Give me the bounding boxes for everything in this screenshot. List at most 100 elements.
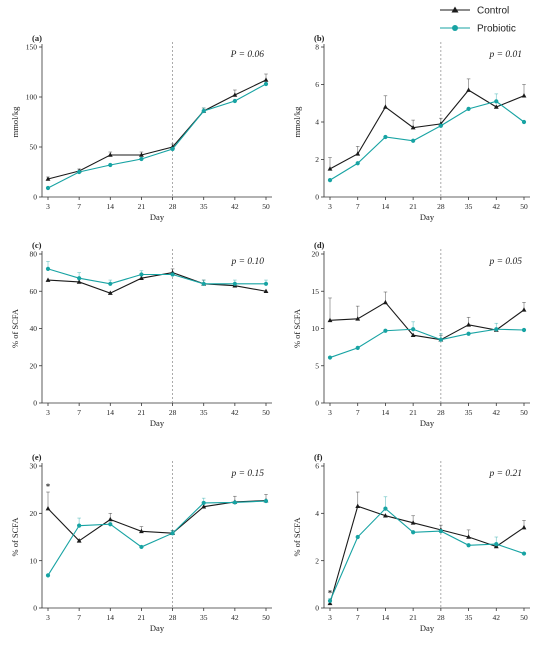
p-value-label: p = 0.15 xyxy=(230,469,264,479)
data-point-circle xyxy=(438,123,443,128)
data-point-circle xyxy=(411,530,416,535)
y-tick-label: 20 xyxy=(30,361,38,370)
data-point-circle xyxy=(355,161,360,166)
data-point-triangle xyxy=(521,524,527,530)
data-point-circle xyxy=(170,272,175,277)
x-tick-label: 21 xyxy=(409,202,417,211)
y-tick-label: 6 xyxy=(315,462,319,471)
x-tick-label: 42 xyxy=(493,408,501,417)
legend-label-control: Control xyxy=(477,6,509,17)
data-point-circle xyxy=(77,276,82,281)
x-axis-label: Day xyxy=(150,212,165,222)
x-tick-label: 14 xyxy=(107,202,115,211)
data-point-circle xyxy=(521,119,527,125)
data-point-triangle xyxy=(410,520,416,525)
x-tick-label: 50 xyxy=(262,202,270,211)
series-probiotic xyxy=(327,321,527,360)
y-tick-label: 60 xyxy=(30,287,38,296)
x-tick-label: 3 xyxy=(328,408,332,417)
data-point-circle xyxy=(494,327,499,332)
y-tick-label: 80 xyxy=(30,250,38,259)
y-tick-label: 100 xyxy=(26,93,38,102)
x-tick-label: 50 xyxy=(520,613,528,622)
series-line xyxy=(47,83,267,189)
y-tick-label: 50 xyxy=(30,143,38,152)
data-point-triangle xyxy=(355,316,361,321)
data-point-circle xyxy=(411,138,416,143)
x-tick-label: 28 xyxy=(437,408,445,417)
series-line xyxy=(47,268,266,285)
data-point-circle xyxy=(45,185,51,191)
data-point-circle xyxy=(466,543,471,548)
x-tick-label: 7 xyxy=(77,408,81,417)
series-line xyxy=(47,500,267,576)
data-point-triangle xyxy=(232,92,238,97)
x-tick-label: 7 xyxy=(356,408,360,417)
data-point-circle xyxy=(411,327,416,332)
data-point-circle xyxy=(327,598,333,604)
x-tick-label: 42 xyxy=(231,408,239,417)
data-point-circle xyxy=(108,281,113,286)
data-point-circle xyxy=(108,162,113,168)
y-tick-label: 0 xyxy=(33,399,37,408)
y-tick-label: 5 xyxy=(315,361,319,370)
panel-label: (a) xyxy=(32,33,42,43)
triangle-marker-icon xyxy=(451,6,459,13)
series-line xyxy=(47,272,267,294)
x-tick-label: 3 xyxy=(46,613,50,622)
data-point-circle xyxy=(355,345,360,350)
y-tick-label: 6 xyxy=(315,80,319,89)
panel-label: (b) xyxy=(314,33,325,43)
data-point-triangle xyxy=(263,288,269,294)
data-point-triangle xyxy=(76,538,82,543)
series-control xyxy=(45,73,269,181)
series-probiotic xyxy=(45,497,269,578)
series-line xyxy=(329,507,525,602)
data-point-circle xyxy=(170,146,175,152)
y-tick-label: 150 xyxy=(26,43,38,52)
legend-entry-probiotic: Probiotic xyxy=(440,24,516,35)
y-tick-label: 0 xyxy=(315,399,319,408)
series-control xyxy=(45,491,269,543)
y-tick-label: 10 xyxy=(312,324,320,333)
data-point-circle xyxy=(466,331,471,336)
y-tick-label: 0 xyxy=(33,193,37,202)
x-tick-label: 35 xyxy=(200,202,208,211)
x-tick-label: 7 xyxy=(356,613,360,622)
x-tick-label: 7 xyxy=(77,202,81,211)
x-tick-label: 3 xyxy=(328,613,332,622)
series-probiotic xyxy=(327,93,527,183)
y-tick-label: 4 xyxy=(315,118,319,127)
data-point-circle xyxy=(263,281,269,286)
data-point-circle xyxy=(438,337,443,342)
y-axis-label: mmol/kg xyxy=(10,106,20,137)
x-tick-label: 7 xyxy=(356,202,360,211)
x-tick-label: 14 xyxy=(107,613,115,622)
x-tick-label: 50 xyxy=(262,613,270,622)
x-tick-label: 21 xyxy=(138,613,146,622)
data-point-circle xyxy=(327,355,333,360)
data-point-triangle xyxy=(466,322,471,327)
x-tick-label: 14 xyxy=(382,408,390,417)
data-point-triangle xyxy=(327,166,333,171)
data-point-triangle xyxy=(45,506,51,511)
x-axis-label: Day xyxy=(420,212,435,222)
x-tick-label: 50 xyxy=(520,202,528,211)
data-point-circle xyxy=(383,506,388,511)
x-tick-label: 42 xyxy=(493,202,501,211)
x-tick-label: 35 xyxy=(465,613,473,622)
p-value-label: p = 0.21 xyxy=(488,469,522,479)
data-point-triangle xyxy=(139,528,144,534)
y-tick-label: 2 xyxy=(315,556,319,565)
x-axis-label: Day xyxy=(420,418,435,428)
data-point-circle xyxy=(108,522,113,527)
x-tick-label: 28 xyxy=(437,202,445,211)
x-tick-label: 14 xyxy=(107,408,115,417)
data-point-triangle xyxy=(355,151,361,156)
p-value-label: P = 0.06 xyxy=(230,50,265,60)
panel-b: 0 2 4 6 8 3 7 14 21 28 35 42 50 Day mmol/kg (b) p = 0.01 xyxy=(292,33,530,222)
data-point-triangle xyxy=(45,277,51,282)
x-tick-label: 42 xyxy=(231,202,239,211)
series-line xyxy=(329,301,525,341)
data-point-triangle xyxy=(521,93,527,98)
